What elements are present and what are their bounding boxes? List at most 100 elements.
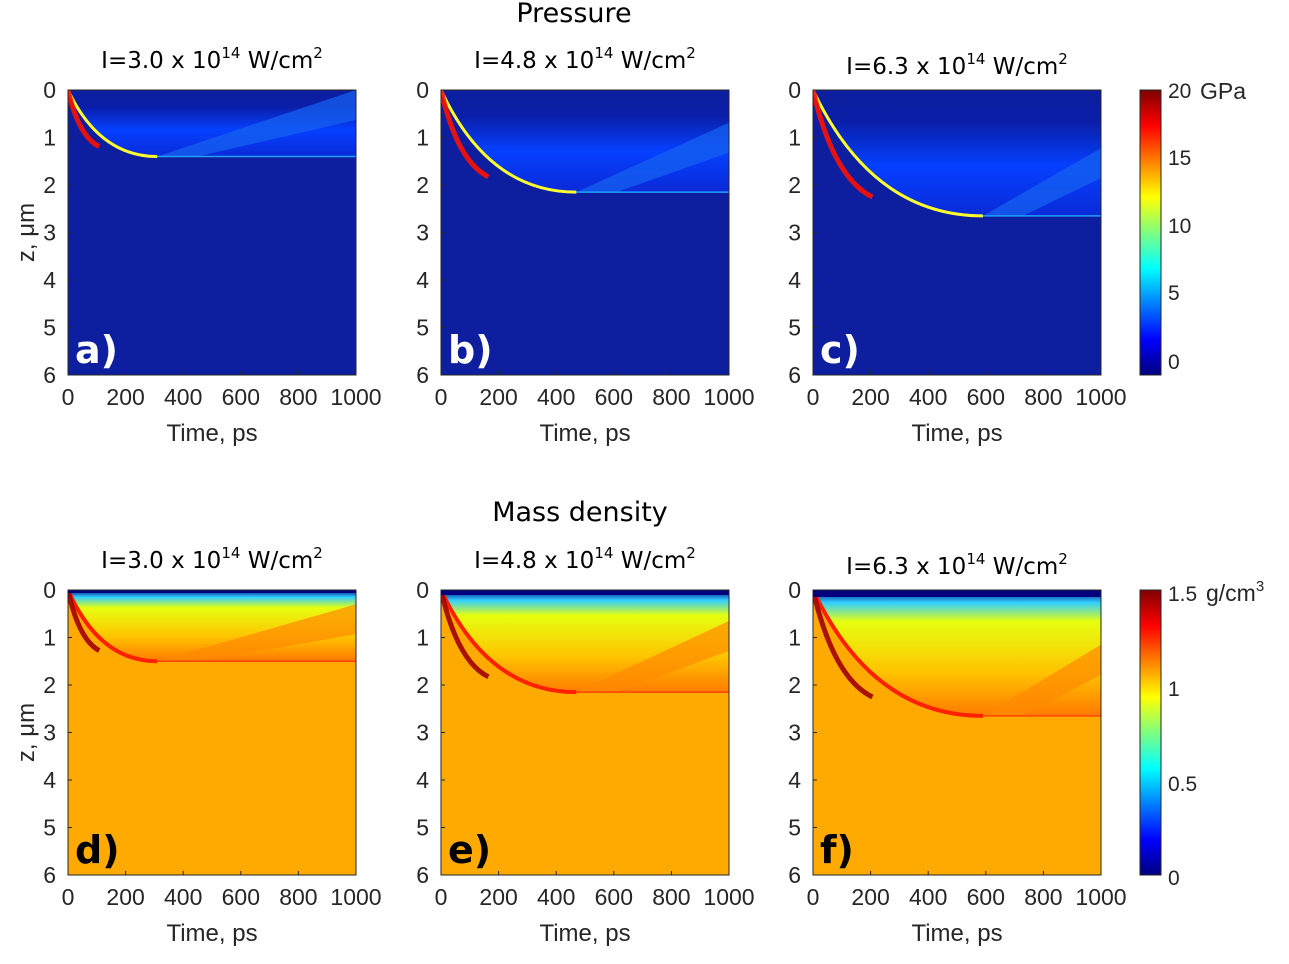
surface-layer bbox=[813, 590, 1101, 597]
density-colorbar-tick: 1.5 bbox=[1168, 583, 1197, 606]
y-tick-label: 2 bbox=[416, 672, 429, 698]
shocked-region bbox=[813, 90, 1101, 216]
shock-front bbox=[68, 90, 158, 158]
y-tick-label: 0 bbox=[43, 77, 56, 103]
y-tick-label: 5 bbox=[43, 815, 56, 841]
y-tick-label: 3 bbox=[788, 720, 801, 746]
density-heading: Mass density bbox=[492, 497, 668, 528]
x-tick-label: 800 bbox=[652, 384, 690, 410]
x-tick-label: 200 bbox=[479, 884, 517, 910]
density-colorbar-unit: g/cm3 bbox=[1206, 578, 1264, 606]
y-tick-label: 4 bbox=[416, 767, 429, 793]
y-tick-label: 4 bbox=[788, 767, 801, 793]
y-tick-label: 6 bbox=[788, 862, 801, 888]
x-tick-label: 600 bbox=[967, 384, 1005, 410]
y-tick-label: 2 bbox=[416, 172, 429, 198]
panel-letter: b) bbox=[448, 328, 493, 372]
y-tick-label: 1 bbox=[788, 625, 801, 651]
x-tick-label: 200 bbox=[106, 384, 144, 410]
surface-layer bbox=[441, 590, 729, 595]
x-tick-label: 400 bbox=[909, 384, 947, 410]
pressure-colorbar-tick: 15 bbox=[1168, 147, 1191, 170]
y-tick-label: 3 bbox=[43, 720, 56, 746]
y-tick-label: 4 bbox=[788, 267, 801, 293]
x-tick-label: 400 bbox=[537, 384, 575, 410]
panel-letter: a) bbox=[75, 328, 118, 372]
panel-title: I=3.0 x 1014 W/cm2 bbox=[101, 544, 323, 574]
x-axis-label: Time, ps bbox=[539, 920, 630, 947]
y-tick-label: 5 bbox=[788, 315, 801, 341]
y-tick-label: 4 bbox=[43, 767, 56, 793]
x-axis-label: Time, ps bbox=[166, 920, 257, 947]
x-tick-label: 0 bbox=[807, 384, 820, 410]
y-tick-label: 0 bbox=[788, 77, 801, 103]
panel-e: 0 200 400 600 800 1000 0 1 2 3 4 5 6 Time, ps I=4.8 x … bbox=[416, 544, 754, 947]
x-tick-label: 600 bbox=[222, 884, 260, 910]
y-tick-label: 5 bbox=[788, 815, 801, 841]
y-tick-label: 6 bbox=[416, 362, 429, 388]
x-tick-label: 800 bbox=[1024, 884, 1062, 910]
pressure-colorbar-tick: 10 bbox=[1168, 215, 1191, 238]
y-tick-label: 0 bbox=[416, 77, 429, 103]
y-tick-label: 1 bbox=[416, 625, 429, 651]
x-tick-label: 400 bbox=[164, 384, 202, 410]
y-tick-label: 3 bbox=[788, 220, 801, 246]
x-tick-label: 800 bbox=[279, 384, 317, 410]
y-tick-label: 6 bbox=[43, 862, 56, 888]
x-tick-label: 400 bbox=[909, 884, 947, 910]
x-tick-label: 1000 bbox=[703, 384, 754, 410]
x-tick-label: 200 bbox=[106, 884, 144, 910]
density-colorbar-tick: 0.5 bbox=[1168, 773, 1197, 796]
reflected-wave bbox=[157, 90, 356, 157]
x-tick-label: 0 bbox=[62, 384, 75, 410]
x-tick-label: 0 bbox=[435, 884, 448, 910]
panel-b: 0 200 400 600 800 1000 0 1 2 3 4 5 6 Time, ps I=4.8 x … bbox=[416, 44, 754, 447]
x-tick-label: 1000 bbox=[1075, 384, 1126, 410]
x-tick-label: 600 bbox=[595, 384, 633, 410]
y-tick-label: 0 bbox=[788, 577, 801, 603]
y-tick-label: 2 bbox=[788, 172, 801, 198]
y-tick-label: 6 bbox=[788, 362, 801, 388]
y-tick-label: 2 bbox=[43, 672, 56, 698]
panel-letter: c) bbox=[820, 328, 860, 372]
y-tick-label: 6 bbox=[43, 362, 56, 388]
x-tick-label: 0 bbox=[435, 384, 448, 410]
x-tick-label: 400 bbox=[164, 884, 202, 910]
pressure-heading: Pressure bbox=[516, 0, 631, 29]
shocked-region bbox=[68, 90, 356, 157]
shock-front bbox=[68, 590, 158, 664]
x-tick-label: 0 bbox=[62, 884, 75, 910]
panel-letter: e) bbox=[448, 828, 491, 872]
pressure-colorbar: 0 5 10 15 20 GPa bbox=[1139, 78, 1246, 376]
x-tick-label: 200 bbox=[479, 384, 517, 410]
x-tick-label: 1000 bbox=[703, 884, 754, 910]
y-tick-label: 5 bbox=[43, 315, 56, 341]
reflected-wave bbox=[982, 148, 1101, 216]
y-tick-label: 2 bbox=[43, 172, 56, 198]
x-tick-label: 0 bbox=[807, 884, 820, 910]
panel-f: 0 200 400 600 800 1000 0 1 2 3 4 5 6 Time, ps I=6.3 x … bbox=[788, 550, 1126, 947]
panel-c: 0 200 400 600 800 1000 0 1 2 3 4 5 6 Time, ps I=6.3 x … bbox=[788, 50, 1126, 447]
x-axis-label: Time, ps bbox=[166, 420, 257, 447]
x-tick-label: 600 bbox=[967, 884, 1005, 910]
density-colorbar-tick: 1 bbox=[1168, 678, 1180, 701]
x-tick-label: 1000 bbox=[330, 884, 381, 910]
y-tick-label: 4 bbox=[43, 267, 56, 293]
x-tick-label: 200 bbox=[851, 884, 889, 910]
y-tick-label: 1 bbox=[43, 125, 56, 151]
y-tick-label: 1 bbox=[788, 125, 801, 151]
y-tick-label: 5 bbox=[416, 315, 429, 341]
panel-letter: d) bbox=[75, 828, 120, 872]
y-axis-label: z, μm bbox=[13, 703, 40, 762]
reflected-wave bbox=[982, 644, 1101, 716]
panel-title: I=6.3 x 1014 W/cm2 bbox=[846, 550, 1068, 580]
x-tick-label: 800 bbox=[652, 884, 690, 910]
x-tick-label: 800 bbox=[279, 884, 317, 910]
x-tick-label: 600 bbox=[222, 384, 260, 410]
x-axis-label: Time, ps bbox=[911, 420, 1002, 447]
reflected-wave bbox=[576, 620, 729, 693]
panel-d: 0 200 400 600 800 1000 0 1 2 3 4 5 6 Time, ps z, μm I=3… bbox=[13, 544, 382, 947]
y-axis-label: z, μm bbox=[13, 203, 40, 262]
y-tick-label: 3 bbox=[416, 220, 429, 246]
y-tick-label: 0 bbox=[43, 577, 56, 603]
